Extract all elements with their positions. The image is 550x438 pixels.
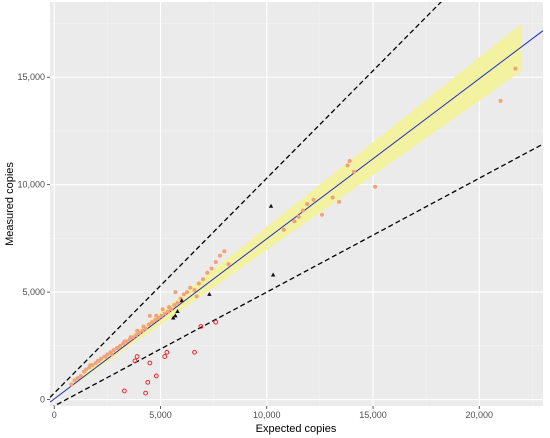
triangle-point (268, 203, 274, 208)
data-point (345, 163, 350, 168)
data-point (226, 262, 231, 267)
data-point (351, 169, 356, 174)
data-point (185, 290, 190, 295)
data-point (75, 376, 80, 381)
outlier-point (121, 388, 127, 394)
data-point (84, 367, 89, 372)
lower-dashed-line (52, 143, 543, 406)
data-point (513, 66, 518, 71)
outlier-point (143, 390, 149, 396)
x-tick-label: 15,000 (359, 410, 387, 420)
outlier-point (162, 354, 168, 359)
data-point (188, 285, 193, 290)
data-point (154, 313, 159, 318)
major-gridlines (50, 2, 543, 406)
data-point (201, 277, 205, 282)
regression-line (50, 30, 543, 403)
data-point (196, 281, 201, 286)
data-point (222, 249, 227, 254)
outlier-point (153, 373, 159, 379)
data-point (146, 322, 151, 327)
x-tick-label: 0 (52, 410, 57, 420)
data-point (498, 98, 503, 103)
x-axis-ticks: 0 5,000 10,000 15,000 20,000 (52, 406, 493, 420)
upper-dashed-line (50, 2, 442, 398)
data-point (159, 313, 164, 318)
data-point (213, 260, 218, 265)
data-point (111, 348, 116, 353)
outlier-point (164, 349, 170, 355)
data-point (218, 253, 222, 258)
outlier-point (134, 354, 140, 359)
data-point (194, 294, 199, 299)
data-point (181, 292, 186, 297)
triangle-point (207, 291, 212, 296)
data-point (160, 307, 165, 312)
data-point (150, 320, 154, 325)
data-point (292, 219, 297, 224)
data-points (69, 66, 518, 396)
data-point (116, 345, 120, 350)
data-point (165, 309, 170, 314)
data-point (109, 352, 114, 357)
data-point (69, 382, 74, 387)
triangle-point (171, 315, 176, 320)
y-tick-label: 10,000 (17, 180, 45, 190)
data-point (167, 305, 171, 310)
x-tick-label: 10,000 (253, 410, 281, 420)
data-point (147, 313, 152, 318)
data-point (373, 184, 378, 189)
data-point (296, 214, 301, 219)
data-point (135, 328, 140, 333)
data-point (300, 208, 305, 213)
data-point (122, 339, 127, 344)
y-tick-label: 15,000 (17, 72, 45, 82)
data-point (330, 195, 335, 200)
data-point (140, 328, 145, 333)
y-axis-ticks: 0 5,000 10,000 15,000 (17, 72, 50, 405)
data-point (347, 159, 352, 164)
data-point (128, 335, 133, 340)
data-point (205, 270, 210, 275)
x-tick-label: 5,000 (149, 410, 172, 420)
y-tick-label: 5,000 (22, 287, 45, 297)
data-point (173, 290, 178, 295)
x-axis-title: Expected copies (256, 423, 337, 435)
outlier-point (147, 360, 153, 366)
data-point (141, 324, 146, 329)
data-point (134, 333, 139, 338)
triangle-point (175, 309, 180, 314)
outlier-point (213, 319, 219, 325)
triangle-point (179, 298, 184, 303)
outlier-point (198, 324, 204, 329)
data-point (281, 227, 286, 232)
data-point (88, 363, 93, 368)
triangle-point (173, 313, 178, 318)
data-point (172, 303, 177, 307)
data-point (72, 378, 77, 383)
data-point (78, 373, 83, 378)
data-point (320, 212, 324, 217)
outlier-point (145, 379, 151, 385)
data-point (153, 318, 158, 323)
data-point (192, 287, 197, 292)
triangle-point (270, 272, 276, 277)
data-point (311, 197, 316, 202)
y-tick-label: 0 (40, 395, 45, 405)
outlier-point (192, 349, 197, 355)
data-point (103, 354, 108, 359)
data-point (305, 202, 310, 206)
outlier-point (132, 358, 138, 364)
data-point (175, 300, 180, 305)
y-axis-title: Measured copies (4, 162, 16, 246)
data-point (96, 358, 101, 363)
x-tick-label: 20,000 (465, 410, 493, 420)
data-point (162, 311, 167, 316)
data-point (337, 199, 341, 204)
data-point (209, 266, 214, 271)
